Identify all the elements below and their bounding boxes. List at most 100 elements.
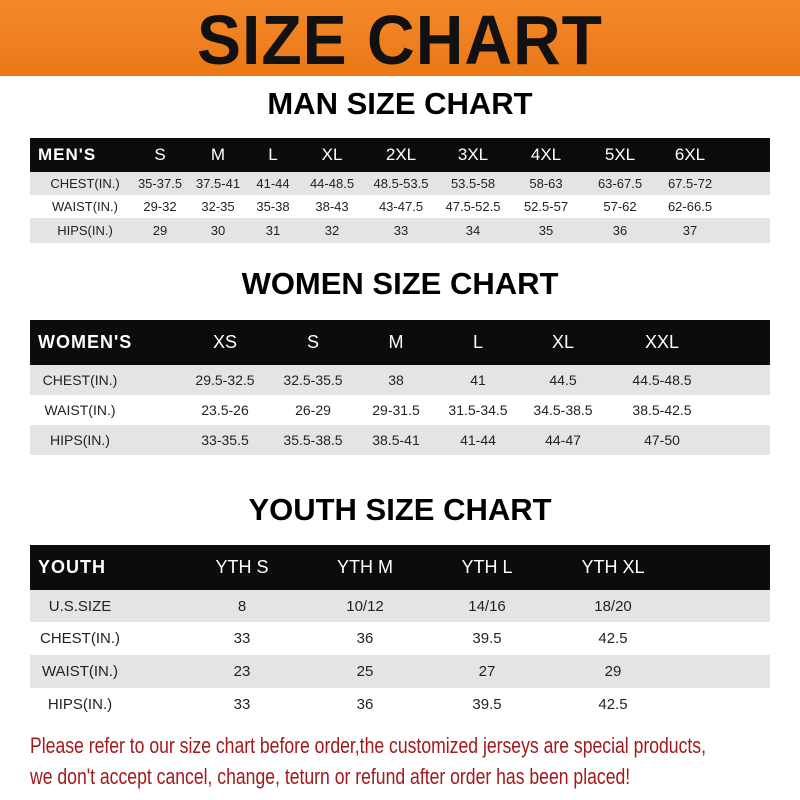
size-value: 8: [237, 597, 247, 615]
size-value: 23.5-26: [201, 402, 249, 418]
size-value: 38: [388, 372, 404, 388]
row-label: CHEST(IN.): [42, 372, 118, 388]
size-value: 42.5: [598, 695, 628, 713]
row-label: WAIST(IN.): [44, 402, 116, 418]
size-header: YTH S: [215, 557, 269, 577]
size-value: 43-47.5: [378, 199, 424, 214]
youth-section-title: YOUTH SIZE CHART: [248, 492, 552, 527]
row-label: HIPS(IN.): [47, 695, 113, 713]
size-header: M: [388, 332, 404, 352]
table-row: U.S.SIZE 8 10/12 14/16 18/20: [30, 590, 770, 622]
size-value: 32.5-35.5: [283, 372, 343, 388]
size-value: 39.5: [472, 630, 502, 647]
table-row: HIPS(IN.) 29 30 31 32 33 34 35 36 37: [30, 218, 770, 243]
size-value: 18/20: [594, 597, 632, 615]
size-value: 29.5-32.5: [195, 372, 255, 388]
size-header: XL: [551, 332, 575, 352]
size-value: 29-31.5: [372, 402, 420, 418]
size-value: 35-37.5: [137, 176, 183, 191]
size-value: 33: [233, 695, 251, 713]
size-value: 32: [324, 223, 340, 238]
size-value: 36: [612, 223, 628, 238]
notice-line-2: we don't accept cancel, change, teturn o…: [30, 764, 631, 789]
size-value: 44-47: [545, 432, 581, 448]
men-section-title: MAN SIZE CHART: [267, 86, 533, 121]
table-header-row: WOMEN'S XS S M L XL XXL: [30, 320, 770, 365]
size-value: 37.5-41: [195, 176, 241, 191]
size-value: 44.5: [549, 372, 577, 388]
banner-title: SIZE CHART: [197, 1, 603, 79]
size-header: XS: [212, 332, 238, 352]
size-value: 41-44: [460, 432, 496, 448]
size-value: 37: [682, 223, 698, 238]
table-row: WAIST(IN.) 29-32 32-35 35-38 38-43 43-47.5 47.…: [30, 195, 770, 218]
size-value: 34: [465, 223, 481, 238]
size-value: 10/12: [346, 597, 384, 615]
women-section-title: WOMEN SIZE CHART: [241, 266, 559, 301]
size-header: 2XL: [385, 145, 417, 164]
size-value: 29: [604, 663, 622, 680]
banner: SIZE CHART: [0, 0, 800, 79]
table-header-row: MEN'S S M L XL 2XL 3XL 4XL 5XL 6XL: [30, 138, 770, 172]
size-value: 47-50: [644, 432, 680, 448]
size-value: 53.5-58: [450, 176, 496, 191]
size-value: 27: [478, 663, 496, 680]
size-header: XL: [321, 145, 343, 164]
size-value: 30: [210, 223, 226, 238]
size-value: 44.5-48.5: [632, 372, 692, 388]
size-value: 39.5: [472, 695, 502, 713]
row-label: HIPS(IN.): [50, 432, 110, 448]
size-value: 29: [152, 223, 168, 238]
size-value: 36: [356, 630, 374, 647]
size-value: 63-67.5: [597, 176, 643, 191]
row-label: CHEST(IN.): [50, 176, 120, 191]
size-header: 4XL: [530, 145, 562, 164]
size-value: 31.5-34.5: [448, 402, 508, 418]
size-value: 33: [393, 223, 409, 238]
size-header: S: [306, 332, 320, 352]
table-row: HIPS(IN.) 33-35.5 35.5-38.5 38.5-41 41-44 44-…: [30, 425, 770, 455]
men-size-table: MEN'S S M L XL 2XL 3XL 4XL 5XL 6XL CHEST(IN.) 35-37…: [30, 138, 770, 243]
table-row: WAIST(IN.) 23.5-26 26-29 29-31.5 31.5-34.5 34…: [30, 395, 770, 425]
row-label: U.S.SIZE: [48, 597, 112, 615]
size-value: 35.5-38.5: [283, 432, 343, 448]
size-value: 14/16: [468, 597, 506, 615]
size-value: 48.5-53.5: [373, 176, 429, 191]
size-value: 52.5-57: [523, 199, 569, 214]
women-size-table: WOMEN'S XS S M L XL XXL CHEST(IN.) 29.5-32.5 32.5…: [30, 320, 770, 455]
notice-line-1: Please refer to our size chart before or…: [30, 733, 706, 758]
size-value: 35: [538, 223, 554, 238]
size-header: L: [268, 145, 278, 164]
size-value: 47.5-52.5: [445, 199, 501, 214]
size-value: 33-35.5: [201, 432, 249, 448]
size-header: 5XL: [604, 145, 636, 164]
size-header: M: [210, 145, 226, 164]
size-value: 26-29: [295, 402, 331, 418]
size-value: 29-32: [143, 199, 177, 214]
size-value: 41-44: [256, 176, 290, 191]
table-title-cell: YOUTH: [38, 557, 106, 577]
row-label: WAIST(IN.): [41, 663, 119, 680]
size-value: 35-38: [256, 199, 290, 214]
size-header: S: [154, 145, 166, 164]
table-row: CHEST(IN.) 33 36 39.5 42.5: [30, 622, 770, 655]
size-value: 33: [233, 630, 251, 647]
size-value: 41: [470, 372, 486, 388]
size-value: 58-63: [529, 176, 563, 191]
size-value: 38.5-42.5: [632, 402, 692, 418]
size-header: YTH L: [461, 557, 513, 577]
size-header: L: [472, 332, 484, 352]
size-value: 25: [356, 663, 374, 680]
size-value: 38-43: [315, 199, 349, 214]
row-label: HIPS(IN.): [57, 223, 113, 238]
size-header: 6XL: [674, 145, 706, 164]
size-value: 34.5-38.5: [533, 402, 593, 418]
table-header-row: YOUTH YTH S YTH M YTH L YTH XL: [30, 545, 770, 590]
size-value: 44-48.5: [309, 176, 355, 191]
size-header: YTH XL: [581, 557, 645, 577]
table-row: HIPS(IN.) 33 36 39.5 42.5: [30, 688, 770, 720]
size-value: 42.5: [598, 630, 628, 647]
size-value: 23: [233, 663, 251, 680]
size-value: 62-66.5: [667, 199, 713, 214]
row-label: CHEST(IN.): [40, 630, 120, 647]
